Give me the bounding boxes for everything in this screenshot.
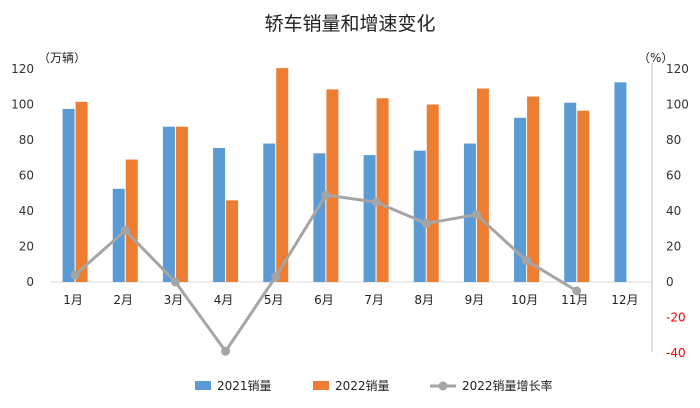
right-axis-unit: （%） xyxy=(638,51,673,65)
chart-title: 轿车销量和增速变化 xyxy=(264,13,435,35)
x-tick-label: 2月 xyxy=(113,293,133,307)
bar-2021销量 xyxy=(514,117,527,282)
left-tick-label: 80 xyxy=(19,133,34,147)
right-tick-label: -20 xyxy=(666,311,686,325)
bar-2022销量 xyxy=(426,104,439,282)
line-point xyxy=(221,346,231,356)
bar-2022销量 xyxy=(226,200,239,282)
left-tick-label: 0 xyxy=(26,275,34,289)
right-tick-label: -40 xyxy=(666,346,686,360)
bar-2021销量 xyxy=(313,153,326,282)
x-tick-label: 4月 xyxy=(214,293,234,307)
bar-2021销量 xyxy=(463,143,476,282)
bar-2022销量 xyxy=(326,89,339,282)
x-tick-label: 7月 xyxy=(364,293,384,307)
line-point xyxy=(371,197,381,207)
line-point xyxy=(321,190,331,200)
left-tick-label: 100 xyxy=(11,98,34,112)
x-tick-label: 3月 xyxy=(164,293,184,307)
right-tick-label: 120 xyxy=(666,62,689,76)
legend-label: 2021销量 xyxy=(217,379,272,393)
bar-2022销量 xyxy=(125,159,138,282)
right-tick-label: 0 xyxy=(666,275,674,289)
x-tick-label: 1月 xyxy=(63,293,83,307)
line-point xyxy=(572,286,582,296)
bar-2021销量 xyxy=(162,126,175,282)
line-point xyxy=(471,210,481,220)
x-tick-label: 12月 xyxy=(611,293,638,307)
left-tick-label: 120 xyxy=(11,62,34,76)
x-tick-label: 8月 xyxy=(414,293,434,307)
bar-2021销量 xyxy=(614,82,627,282)
legend-label: 2022销量增长率 xyxy=(462,378,553,393)
legend: 2021销量 2022销量 2022销量增长率 xyxy=(195,378,553,393)
right-tick-label: 20 xyxy=(666,240,681,254)
bar-2021销量 xyxy=(213,147,226,282)
left-tick-label: 60 xyxy=(19,169,34,183)
bar-2022销量 xyxy=(577,110,590,283)
line-point xyxy=(271,272,281,282)
line-layer xyxy=(70,190,582,356)
bar-2022销量 xyxy=(276,68,289,282)
right-tick-label: 100 xyxy=(666,98,689,112)
right-tick-label: 40 xyxy=(666,204,681,218)
left-tick-label: 40 xyxy=(19,204,34,218)
line-point xyxy=(421,218,431,228)
x-tick-label: 11月 xyxy=(561,293,588,307)
right-tick-label: 60 xyxy=(666,169,681,183)
bars-layer xyxy=(62,68,627,283)
bar-2022销量 xyxy=(527,96,540,282)
bar-2022销量 xyxy=(476,88,489,283)
line-point xyxy=(70,270,80,280)
legend-swatch xyxy=(195,381,211,390)
bar-2022销量 xyxy=(175,126,188,282)
line-point xyxy=(522,256,532,266)
x-tick-label: 9月 xyxy=(465,293,485,307)
left-axis-unit: （万辆） xyxy=(38,51,86,65)
line-2022销量增长率 xyxy=(74,193,578,353)
line-point xyxy=(120,226,130,236)
bar-2022销量 xyxy=(75,101,88,283)
line-point xyxy=(170,277,180,287)
legend-label: 2022销量 xyxy=(335,379,390,393)
bar-2022销量 xyxy=(376,98,389,282)
right-tick-label: 80 xyxy=(666,133,681,147)
legend-swatch xyxy=(313,381,329,390)
x-tick-label: 5月 xyxy=(264,293,284,307)
bar-2021销量 xyxy=(564,102,577,282)
x-tick-label: 6月 xyxy=(314,293,334,307)
axes-layer xyxy=(50,63,653,352)
bar-2021销量 xyxy=(62,108,75,282)
labels-layer: 0 20 40 60 80 100 120 -40 -20 0 20 40 60 80 100 120 1月 2月… xyxy=(11,62,689,360)
legend-swatch-marker xyxy=(438,381,448,391)
x-tick-label: 10月 xyxy=(511,293,538,307)
left-tick-label: 20 xyxy=(19,240,34,254)
bar-2021销量 xyxy=(263,143,276,282)
bar-2021销量 xyxy=(363,155,376,282)
bar-2021销量 xyxy=(413,150,426,282)
